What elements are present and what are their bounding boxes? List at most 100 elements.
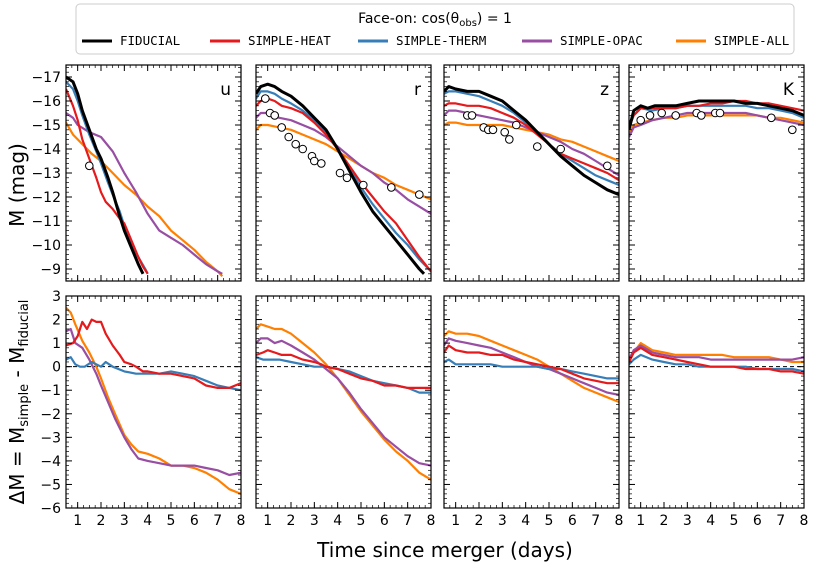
series-line-z-mag-simple-opac bbox=[444, 109, 619, 177]
series-line-K-mag-simple-therm bbox=[629, 104, 804, 128]
observation-point-r-14 bbox=[415, 190, 424, 199]
x-tick-label-z-1: 1 bbox=[451, 513, 460, 529]
y-tick-label-mag: −13 bbox=[31, 166, 61, 182]
y-tick-label-mag: −9 bbox=[40, 262, 61, 278]
observation-point-K-8 bbox=[767, 113, 776, 123]
observation-point-z-10 bbox=[603, 161, 612, 171]
x-tick-label-r-3: 3 bbox=[310, 513, 319, 529]
series-line-z-delta-simple-therm bbox=[444, 358, 619, 380]
observation-point-r-6 bbox=[298, 144, 308, 154]
panel-frame-K-delta bbox=[628, 295, 805, 509]
y-axis-title-bottom-main: ΔM = M bbox=[5, 427, 29, 505]
observation-point-r-12 bbox=[359, 180, 368, 190]
panel-K-mag: K bbox=[628, 64, 805, 282]
series-line-u-mag-simple-opac bbox=[66, 112, 223, 275]
legend: Face-on: cos(θobs) = 1 FIDUCIAL SIMPLE-HE… bbox=[75, 3, 795, 55]
series-line-u-delta-simple-heat bbox=[66, 318, 241, 389]
x-tick-label-K-6: 6 bbox=[753, 513, 762, 529]
y-tick-label-mag: −12 bbox=[31, 190, 61, 206]
panel-r-mag: r bbox=[255, 64, 432, 282]
y-tick-label-delta: 3 bbox=[52, 289, 61, 305]
band-label-K: K bbox=[783, 80, 795, 100]
panels: u−17−16−15−14−13−12−11−10−91 2 3 4 5 6 7 83210−… bbox=[31, 64, 809, 529]
x-tick-label-r-2: 2 bbox=[287, 513, 296, 529]
observation-point-r-9 bbox=[317, 159, 326, 168]
panel-z-mag: z bbox=[443, 64, 620, 282]
series-line-z-mag-simple-therm bbox=[444, 90, 619, 187]
series-line-K-delta-simple-heat bbox=[629, 346, 804, 375]
y-tick-label-mag: −11 bbox=[31, 214, 61, 230]
observation-point-z-6 bbox=[505, 135, 514, 144]
series-line-K-delta-simple-all bbox=[629, 342, 804, 364]
band-label-u: u bbox=[220, 80, 231, 100]
series-line-K-mag-fiducial bbox=[629, 99, 804, 131]
y-tick-label-delta: −2 bbox=[40, 407, 61, 423]
x-tick-label-K-2: 2 bbox=[660, 513, 669, 529]
y-tick-label-delta: −5 bbox=[40, 477, 61, 493]
legend-title-main: Face-on: cos(θ bbox=[358, 11, 459, 27]
series-line-z-mag-simple-all bbox=[444, 121, 619, 163]
panel-frame-u-delta bbox=[65, 295, 242, 509]
legend-label-simple-all: SIMPLE-ALL bbox=[714, 33, 789, 48]
x-tick-label-u-3: 3 bbox=[120, 513, 129, 529]
y-tick-label-mag: −17 bbox=[31, 70, 61, 86]
x-tick-label-u-6: 6 bbox=[190, 513, 199, 529]
series-group-u-mag bbox=[66, 75, 224, 277]
observation-point-r-13 bbox=[387, 183, 396, 192]
legend-frame bbox=[75, 3, 795, 55]
observation-point-z-7 bbox=[512, 120, 521, 130]
series-line-r-mag-fiducial bbox=[256, 82, 426, 275]
x-tick-label-z-5: 5 bbox=[545, 513, 554, 529]
y-tick-label-delta: −4 bbox=[40, 454, 61, 470]
observation-point-z-9 bbox=[556, 144, 566, 154]
series-line-z-delta-simple-all bbox=[444, 330, 619, 404]
observation-point-K-7 bbox=[715, 108, 725, 118]
x-tick-label-z-3: 3 bbox=[498, 513, 507, 529]
x-tick-label-z-6: 6 bbox=[568, 513, 577, 529]
y-tick-label-delta: 2 bbox=[52, 313, 61, 329]
y-axis-title-bottom-mid: - M bbox=[5, 347, 29, 384]
x-tick-label-u-8: 8 bbox=[237, 513, 246, 529]
observation-point-r-8 bbox=[310, 156, 319, 166]
y-axis-title-bottom-sub2: fiducial bbox=[17, 300, 32, 347]
series-group-K-mag bbox=[629, 99, 804, 138]
x-tick-label-K-8: 8 bbox=[800, 513, 809, 529]
x-tick-label-u-7: 7 bbox=[213, 513, 222, 529]
series-line-z-mag-simple-heat bbox=[444, 102, 619, 182]
legend-label-simple-opac: SIMPLE-OPAC bbox=[560, 33, 643, 48]
observation-point-K-5 bbox=[697, 111, 706, 120]
legend-label-simple-therm: SIMPLE-THERM bbox=[396, 33, 486, 48]
legend-title-end: ) = 1 bbox=[477, 11, 512, 27]
series-line-K-delta-simple-opac bbox=[629, 344, 804, 361]
x-tick-label-r-1: 1 bbox=[263, 513, 272, 529]
legend-label-simple-heat: SIMPLE-HEAT bbox=[248, 33, 331, 48]
observation-point-z-1 bbox=[467, 111, 477, 120]
observation-point-K-2 bbox=[657, 108, 667, 118]
series-group-K-delta bbox=[629, 342, 804, 375]
x-axis-title: Time since merger (days) bbox=[316, 538, 573, 562]
observation-point-K-9 bbox=[788, 125, 797, 135]
observation-point-r-3 bbox=[277, 123, 287, 132]
observation-point-r-10 bbox=[335, 168, 345, 178]
legend-items: FIDUCIAL SIMPLE-HEAT SIMPLE-THERM SIMPLE-OP… bbox=[82, 33, 789, 48]
y-tick-label-mag: −14 bbox=[31, 142, 61, 158]
x-tick-label-r-4: 4 bbox=[333, 513, 342, 529]
x-tick-label-u-2: 2 bbox=[97, 513, 106, 529]
series-line-z-delta-simple-heat bbox=[444, 344, 619, 385]
x-tick-label-K-7: 7 bbox=[776, 513, 785, 529]
x-tick-label-z-7: 7 bbox=[591, 513, 600, 529]
series-line-z-mag-fiducial bbox=[444, 85, 619, 196]
y-tick-label-delta: −3 bbox=[40, 430, 61, 446]
observation-point-r-5 bbox=[291, 139, 301, 149]
series-line-r-delta-simple-heat bbox=[256, 349, 431, 389]
y-tick-label-mag: −10 bbox=[31, 238, 61, 254]
x-tick-label-K-3: 3 bbox=[683, 513, 692, 529]
band-label-z: z bbox=[600, 80, 609, 100]
observation-point-u-0 bbox=[85, 161, 94, 171]
panel-frame-u-mag bbox=[65, 64, 242, 282]
panel-frame-K-mag bbox=[628, 64, 805, 282]
